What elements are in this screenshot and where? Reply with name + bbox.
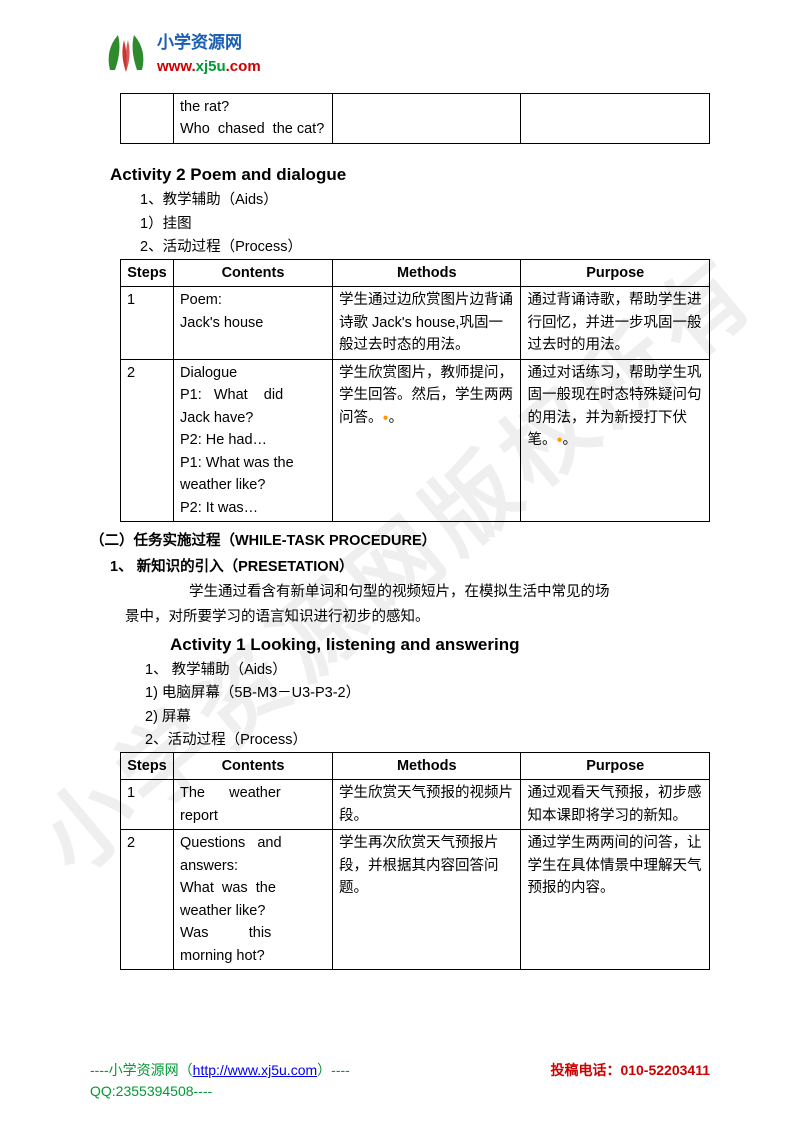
logo-url: www.xj5u.com: [157, 56, 261, 79]
table-row: 2 Dialogue P1: What did Jack have? P2: H…: [121, 359, 710, 521]
th-contents: Contents: [174, 752, 333, 779]
th-methods: Methods: [333, 752, 521, 779]
th-purpose: Purpose: [521, 752, 710, 779]
site-logo: 小学资源网 www.xj5u.com: [100, 30, 710, 78]
marker-icon: ●: [556, 435, 562, 446]
footer-left: ----小学资源网（http://www.xj5u.com）----: [90, 1060, 350, 1081]
activity1-table: Steps Contents Methods Purpose 1 The wea…: [120, 752, 710, 970]
page-footer: ----小学资源网（http://www.xj5u.com）---- 投稿电话：…: [90, 1060, 710, 1102]
activity2-title: Activity 2 Poem and dialogue: [110, 162, 710, 188]
marker-icon: ●: [383, 412, 389, 423]
table-fragment-top: the rat?Who chased the cat?: [120, 93, 710, 144]
activity1-title: Activity 1 Looking, listening and answer…: [170, 632, 710, 658]
table-row: 1 Poem:Jack's house 学生通过边欣赏图片边背诵诗歌 Jack'…: [121, 287, 710, 359]
footer-qq: QQ:2355394508----: [90, 1081, 710, 1102]
table-row: 1 The weatherreport 学生欣赏天气预报的视频片段。 通过观看天…: [121, 780, 710, 830]
th-methods: Methods: [333, 260, 521, 287]
aids-item: 1）挂图: [140, 213, 710, 236]
aids-item: 1) 电脑屏幕（5B-M3－U3-P3-2）: [145, 682, 710, 705]
aids-label: 1、教学辅助（Aids）: [140, 189, 710, 212]
th-steps: Steps: [121, 752, 174, 779]
while-task-heading: （二）任务实施过程（WHILE-TASK PROCEDURE）: [90, 528, 710, 554]
cell-text: the rat?Who chased the cat?: [180, 99, 324, 137]
footer-phone: 投稿电话：010-52203411: [550, 1060, 710, 1081]
intro-text: 景中，对所要学习的语言知识进行初步的感知。: [125, 605, 710, 630]
table-row: 2 Questions and answers: What was the we…: [121, 830, 710, 970]
aids-item: 2) 屏幕: [145, 706, 710, 729]
logo-title: 小学资源网: [157, 30, 261, 56]
intro-text: 学生通过看含有新单词和句型的视频短片，在模拟生活中常见的场: [160, 580, 710, 605]
logo-leaf-icon: [100, 30, 152, 78]
aids-label: 1、 教学辅助（Aids）: [145, 659, 710, 682]
footer-link[interactable]: http://www.xj5u.com: [193, 1062, 318, 1078]
presentation-heading: 1、 新知识的引入（PRESETATION）: [110, 554, 710, 580]
th-steps: Steps: [121, 260, 174, 287]
process-label: 2、活动过程（Process）: [145, 729, 710, 752]
th-purpose: Purpose: [521, 260, 710, 287]
activity2-table: Steps Contents Methods Purpose 1 Poem:Ja…: [120, 259, 710, 522]
process-label: 2、活动过程（Process）: [140, 236, 710, 259]
th-contents: Contents: [174, 260, 333, 287]
